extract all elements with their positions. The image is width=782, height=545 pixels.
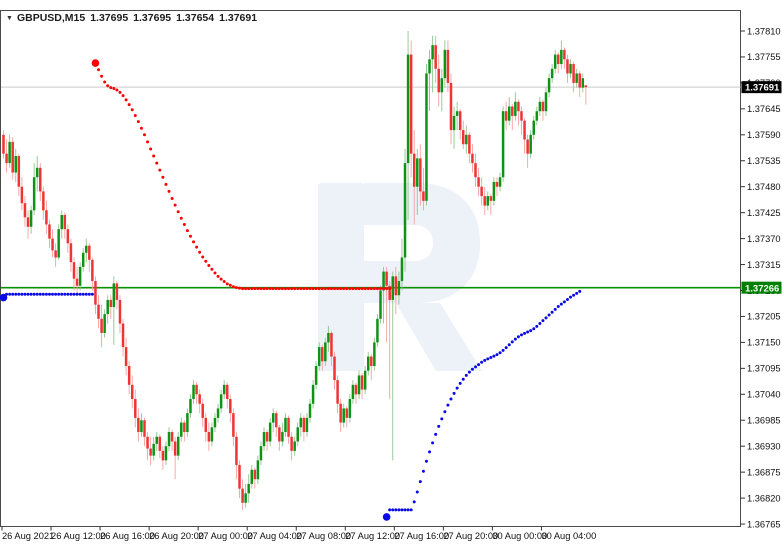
chart-title: ▼ GBPUSD,M15 1.37695 1.37695 1.37654 1.37691 [6, 12, 257, 24]
time-tick-label: 26 Aug 12:00 [51, 531, 106, 541]
time-tick-label: 27 Aug 16:00 [394, 531, 449, 541]
plot-border [0, 10, 741, 527]
price-tick-label: 1.37810 [747, 26, 781, 36]
price-tick-label: 1.37480 [747, 182, 781, 192]
price-tick-label: 1.36820 [747, 493, 781, 503]
price-tick-label: 1.37370 [747, 234, 781, 244]
price-tick-label: 1.37315 [747, 260, 781, 270]
time-tick-label: 30 Aug 00:00 [492, 531, 547, 541]
time-tick-label: 27 Aug 08:00 [296, 531, 351, 541]
price-tick-label: 1.37755 [747, 52, 781, 62]
time-tick-label: 26 Aug 16:00 [100, 531, 155, 541]
time-tick-label: 27 Aug 20:00 [443, 531, 498, 541]
time-tick-label: 27 Aug 04:00 [247, 531, 302, 541]
time-tick-label: 27 Aug 00:00 [198, 531, 253, 541]
time-tick-label: 30 Aug 04:00 [541, 531, 596, 541]
sar-blue-right-dots [382, 289, 582, 521]
symbol-period-label: GBPUSD,M15 [16, 12, 86, 24]
ohlc-close: 1.37691 [219, 12, 258, 24]
price-tick-label: 1.37095 [747, 364, 781, 374]
sar-blue-left-dots [0, 292, 94, 302]
current-price-badge: 1.37691 [741, 81, 782, 94]
price-tick-label: 1.37535 [747, 156, 781, 166]
price-tick-label: 1.37150 [747, 338, 781, 348]
price-tick-label: 1.37645 [747, 104, 781, 114]
symbol-marker-icon[interactable]: ▼ [6, 15, 13, 22]
price-tick-label: 1.37040 [747, 390, 781, 400]
price-tick-label: 1.37425 [747, 208, 781, 218]
price-tick-label: 1.36875 [747, 467, 781, 477]
price-tick-label: 1.36930 [747, 441, 781, 451]
time-tick-label: 27 Aug 12:00 [345, 531, 400, 541]
ohlc-high: 1.37695 [133, 12, 172, 24]
price-axis[interactable]: 1.378101.377551.377001.376451.375901.375… [740, 26, 781, 529]
ohlc-open: 1.37695 [90, 12, 129, 24]
ohlc-low: 1.37654 [176, 12, 215, 24]
price-tick-label: 1.36985 [747, 416, 781, 426]
sar-red-dots [91, 59, 392, 291]
price-tick-label: 1.37205 [747, 312, 781, 322]
hline-price-badge-text: 1.37266 [745, 283, 779, 294]
time-tick-label: 26 Aug 2021 [2, 531, 54, 541]
price-tick-label: 1.36765 [747, 519, 781, 529]
price-tick-label: 1.37590 [747, 130, 781, 140]
watermark-logo [318, 183, 482, 371]
candles-layer [2, 31, 588, 510]
time-tick-label: 26 Aug 20:00 [149, 531, 204, 541]
current-price-badge-text: 1.37691 [745, 83, 780, 94]
hline-price-badge: 1.37266 [741, 281, 782, 294]
